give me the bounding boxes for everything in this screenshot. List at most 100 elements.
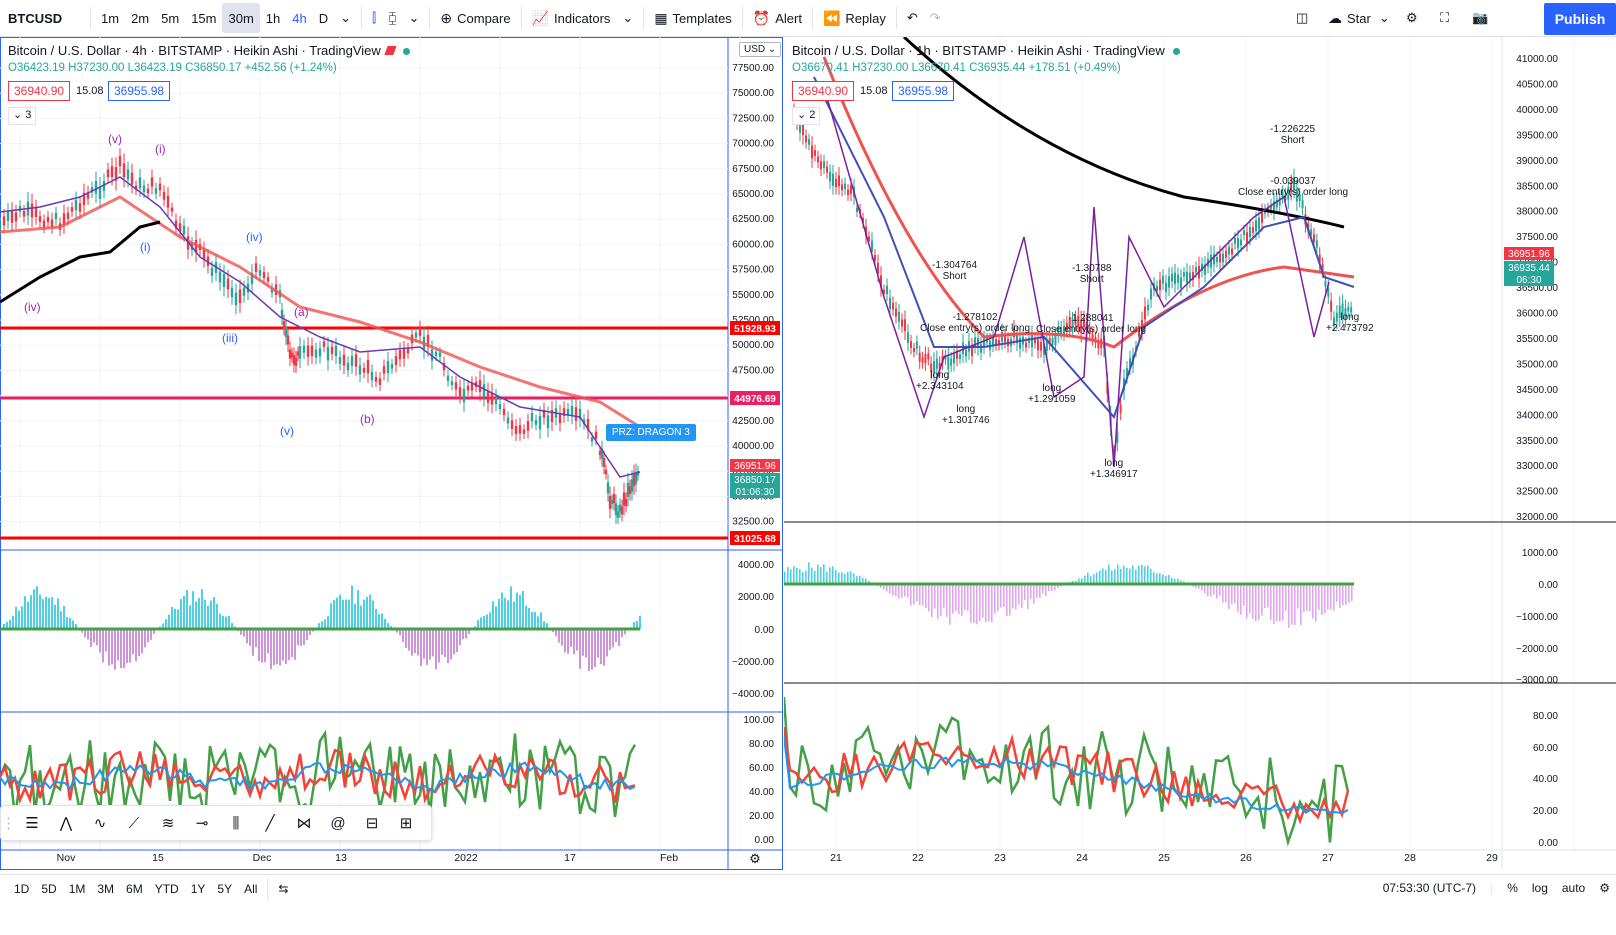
right-sell-price[interactable]: 36940.90: [792, 81, 855, 101]
candle-body: [1159, 279, 1161, 290]
chart-type-dropdown-icon[interactable]: ⌄: [408, 10, 420, 25]
candle-style-icon[interactable]: ⧮: [388, 10, 397, 25]
macd-bar: [369, 594, 371, 629]
left-buy-price[interactable]: 36955.98: [108, 81, 171, 101]
templates-button[interactable]: ▦ Templates: [648, 3, 737, 33]
fib-channel-icon[interactable]: ≋: [161, 815, 175, 832]
macd-bar: [928, 584, 930, 612]
interval-15m[interactable]: 15m: [191, 10, 217, 26]
macd-bar: [54, 604, 56, 629]
macd-bar: [201, 589, 203, 629]
rsi-line: [784, 696, 1350, 847]
indicators-button[interactable]: 📈 Indicators: [526, 3, 617, 33]
gear-icon[interactable]: ⚙: [1406, 10, 1418, 25]
trade-annotation: long +2.343104: [916, 370, 964, 392]
percent-toggle[interactable]: %: [1507, 881, 1518, 895]
right-indicators-toggle[interactable]: ⌄ 2: [792, 107, 820, 125]
horizontal-lines-icon[interactable]: ☰: [25, 815, 39, 832]
interval-4h[interactable]: 4h: [292, 10, 307, 26]
right-buy-price[interactable]: 36955.98: [892, 81, 955, 101]
wave-label: (iv): [246, 230, 263, 244]
short-position-icon[interactable]: ⊞: [399, 815, 413, 832]
macd-bar: [129, 629, 131, 663]
clock-time[interactable]: 07:53:30 (UTC-7): [1382, 881, 1477, 895]
macd-bar: [1297, 584, 1299, 609]
range-5d[interactable]: 5D: [41, 881, 57, 896]
interval-2m[interactable]: 2m: [131, 10, 150, 26]
candle-body: [280, 309, 284, 318]
price-tick-label: 33000.00: [1516, 461, 1558, 472]
interval-d[interactable]: D: [318, 10, 329, 26]
interval-5m[interactable]: 5m: [161, 10, 180, 26]
undo-icon[interactable]: ↶: [906, 10, 918, 25]
macd-bar: [1117, 564, 1119, 585]
macd-bar: [111, 629, 113, 665]
compare-button[interactable]: ⊕ Compare: [434, 3, 516, 33]
macd-bar: [582, 629, 584, 656]
time-tick-label: 26: [1240, 852, 1252, 864]
time-tick-label: 2022: [454, 852, 478, 864]
xabcd-pattern-icon[interactable]: ⋈: [296, 815, 312, 832]
redo-icon[interactable]: ↷: [929, 10, 941, 25]
interval-dropdown-icon[interactable]: ⌄: [340, 10, 352, 25]
range-1y[interactable]: 1Y: [190, 881, 206, 896]
left-indicators-toggle[interactable]: ⌄ 3: [8, 107, 36, 125]
range-3m[interactable]: 3M: [97, 881, 115, 896]
price-tick-label: 39000.00: [1516, 156, 1558, 167]
interval-1m[interactable]: 1m: [101, 10, 120, 26]
price-tick-label: 77500.00: [732, 63, 774, 74]
currency-badge[interactable]: USD ⌄: [739, 42, 782, 57]
price-tick-label: 42500.00: [732, 416, 774, 427]
macd-bar: [1048, 584, 1050, 591]
drawing-toolbar: ⋮ ☰ ⋀ ∿ ⟋ ≋ ⊸ ⫼ ╱ ⋈ @ ⊟ ⊞: [0, 805, 432, 841]
macd-bar: [231, 622, 233, 629]
range-all[interactable]: All: [244, 881, 258, 896]
candle-body: [802, 122, 804, 136]
trend-line-icon[interactable]: ⟋: [128, 814, 140, 832]
left-chart-canvas[interactable]: 77500.00 75000.00 72500.00 70000.00 67500.00…: [0, 37, 783, 870]
candle-body: [1318, 254, 1321, 264]
candle-body: [838, 175, 840, 187]
range-1d[interactable]: 1D: [14, 881, 30, 896]
line-icon[interactable]: ╱: [265, 815, 275, 832]
macd-bar: [348, 599, 350, 629]
indicators-dropdown-icon[interactable]: ⌄: [622, 10, 634, 25]
range-6m[interactable]: 6M: [126, 881, 143, 896]
layout-icon[interactable]: ◫: [1296, 10, 1309, 25]
candle-body: [1237, 237, 1239, 249]
candle-body: [542, 409, 546, 418]
star-button[interactable]: ☁ Star ⌄: [1322, 3, 1396, 33]
range-5y[interactable]: 5Y: [217, 881, 233, 896]
left-sell-price[interactable]: 36940.90: [8, 81, 71, 101]
bar-style-icon[interactable]: ⫿: [372, 10, 377, 25]
macd-bar: [507, 600, 509, 629]
fullscreen-icon[interactable]: ⛶: [1440, 10, 1450, 25]
settings-icon[interactable]: ⚙: [1599, 881, 1610, 895]
macd-bar: [429, 629, 431, 660]
candle-body: [478, 379, 482, 393]
log-toggle[interactable]: log: [1531, 881, 1548, 895]
date-range-icon[interactable]: ⇆: [278, 881, 289, 896]
symbol-search[interactable]: BTCUSD: [8, 10, 63, 26]
candle-body: [1284, 194, 1287, 201]
elliott-wave-icon[interactable]: ∿: [93, 815, 107, 832]
range-1m[interactable]: 1M: [68, 881, 86, 896]
fib-spiral-icon[interactable]: @: [330, 814, 346, 832]
publish-button[interactable]: Publish: [1544, 3, 1616, 35]
candle-body: [850, 185, 852, 194]
vertical-lines-icon[interactable]: ⫼: [232, 814, 240, 832]
alert-button[interactable]: ⏰ Alert: [747, 3, 808, 33]
auto-toggle[interactable]: auto: [1561, 881, 1586, 895]
horizontal-ray-icon[interactable]: ⊸: [195, 815, 209, 832]
long-position-icon[interactable]: ⊟: [365, 815, 379, 832]
interval-1h[interactable]: 1h: [265, 10, 281, 26]
candle-body: [162, 192, 166, 200]
replay-button[interactable]: ⏪ Replay: [817, 3, 892, 33]
drag-handle-icon[interactable]: ⋮: [1, 815, 16, 832]
interval-30m[interactable]: 30m: [222, 3, 260, 33]
pattern-abcd-icon[interactable]: ⋀: [59, 815, 73, 832]
macd-bar: [84, 629, 86, 638]
range-ytd[interactable]: YTD: [154, 881, 179, 896]
right-chart-canvas[interactable]: 41000.00 40500.00 40000.00 39500.00 39000.00…: [784, 37, 1616, 870]
camera-icon[interactable]: 📷: [1472, 10, 1489, 25]
